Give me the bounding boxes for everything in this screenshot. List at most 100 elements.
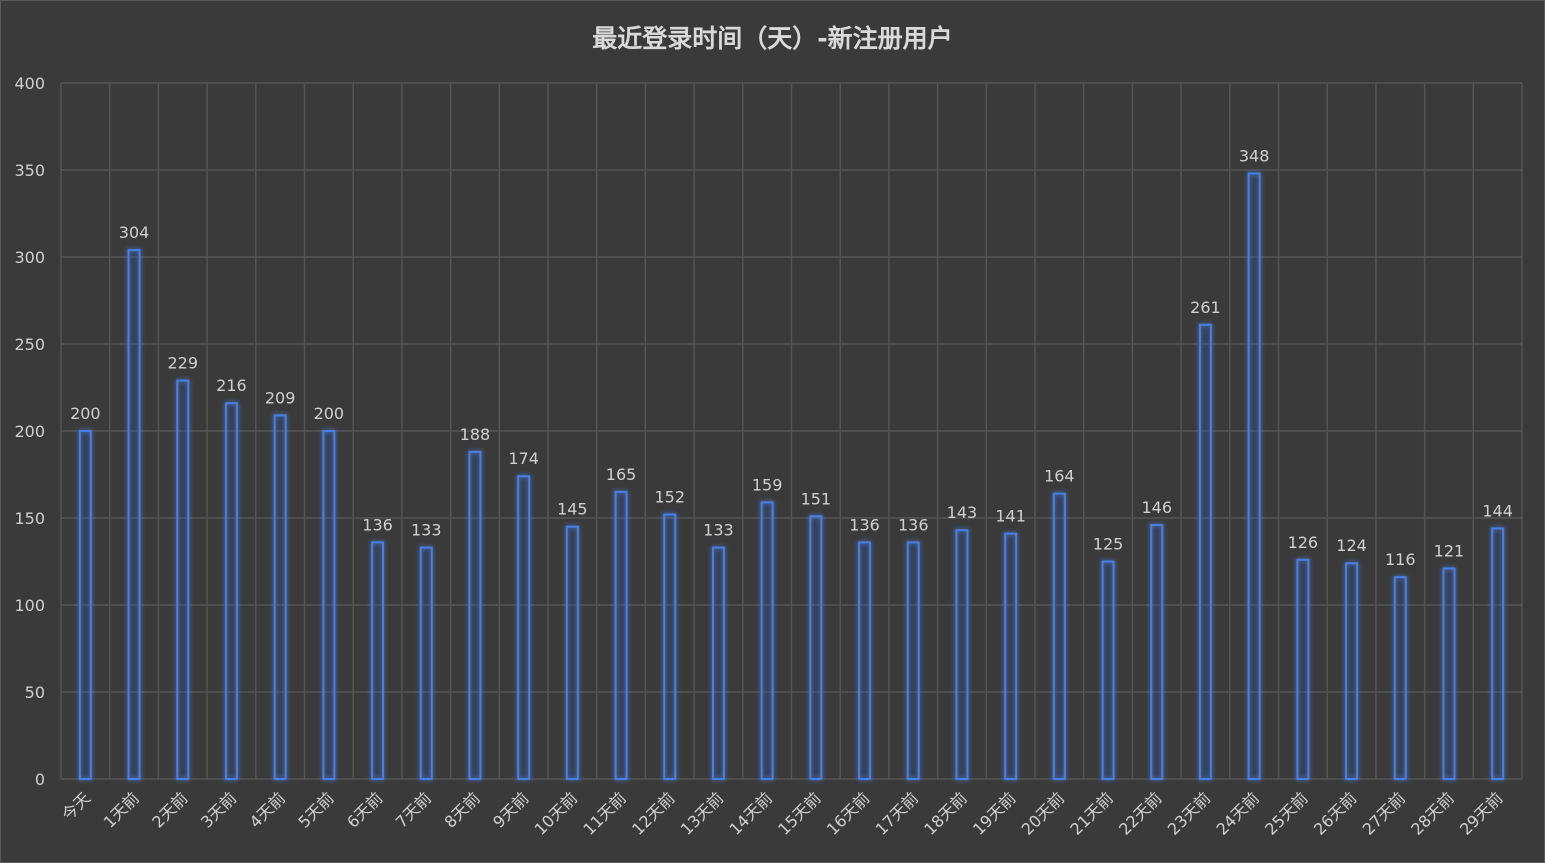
data-label: 141 [995,507,1026,526]
bar [760,501,774,780]
x-tick-label: 29天前 [1456,788,1506,838]
bar [1198,323,1212,780]
data-label: 124 [1336,536,1367,555]
x-tick-label: 3天前 [197,788,240,831]
x-tick-label: 6天前 [343,788,386,831]
x-axis-ticks: 今天 1天前 2天前 3天前 4天前 5天前 6天前 7天前 8天前 9天前10天前11天前12天… [58,788,1506,838]
x-tick-label: 18天前 [920,788,970,838]
x-tick-label: 9天前 [489,788,532,831]
data-label: 164 [1044,467,1075,486]
x-tick-label: 14天前 [726,788,776,838]
y-tick-label: 250 [14,335,45,354]
bar [1296,558,1310,781]
bar [468,450,482,780]
chart-title: 最近登录时间（天）-新注册用户 [592,24,953,53]
bar [127,249,141,781]
y-tick-label: 300 [14,248,45,267]
x-tick-label: 今天 [58,788,94,824]
bar [1052,492,1066,780]
data-label: 159 [752,475,783,494]
bar [78,430,92,780]
data-label: 152 [654,488,685,507]
bar [1247,172,1261,781]
data-label: 200 [70,404,101,423]
x-tick-label: 26天前 [1310,788,1360,838]
x-tick-label: 22天前 [1115,788,1165,838]
x-tick-label: 27天前 [1359,788,1409,838]
x-tick-label: 1天前 [100,788,143,831]
data-label: 136 [898,515,929,534]
data-label: 133 [703,521,734,540]
bar [1345,562,1359,780]
data-label: 143 [947,503,978,522]
bar [614,490,628,780]
x-tick-label: 2天前 [148,788,191,831]
data-label: 133 [411,521,442,540]
bar [176,379,190,780]
x-tick-label: 12天前 [628,788,678,838]
data-label: 174 [508,449,539,468]
bar [224,402,238,780]
data-label: 125 [1093,535,1124,554]
data-labels: 200 304 229 216 209 200 136 133 188 174 145 165 152 1… [70,146,1513,569]
y-axis-ticks: 0 50 100 150 200 250 300 350 400 [14,74,45,789]
x-tick-label: 16天前 [823,788,873,838]
x-tick-label: 7天前 [392,788,435,831]
data-label: 261 [1190,298,1221,317]
data-label: 209 [265,388,296,407]
data-label: 216 [216,376,247,395]
y-tick-label: 400 [14,74,45,93]
bar [322,430,336,780]
data-label: 200 [314,404,345,423]
bar [858,541,872,780]
bar [1004,532,1018,780]
bar [906,541,920,780]
data-label: 116 [1385,550,1416,569]
bar [371,541,385,780]
x-tick-label: 20天前 [1018,788,1068,838]
x-tick-label: 28天前 [1407,788,1457,838]
y-tick-label: 150 [14,509,45,528]
bar [663,513,677,781]
x-tick-label: 5天前 [294,788,337,831]
bar [1150,523,1164,781]
x-tick-label: 17天前 [872,788,922,838]
x-tick-label: 8天前 [441,788,484,831]
bars [78,172,1505,781]
data-label: 145 [557,500,588,519]
data-label: 146 [1141,498,1172,517]
data-label: 229 [167,354,198,373]
data-label: 165 [606,465,637,484]
x-tick-label: 24天前 [1213,788,1263,838]
data-label: 144 [1482,501,1513,520]
data-label: 304 [119,223,150,242]
data-label: 348 [1239,146,1270,165]
x-tick-label: 21天前 [1066,788,1116,838]
y-tick-label: 0 [35,770,45,789]
data-label: 151 [801,489,832,508]
bar [1393,576,1407,780]
bar [1491,527,1505,780]
grid-lines [60,82,1523,780]
x-tick-label: 13天前 [677,788,727,838]
data-label: 136 [362,515,393,534]
x-tick-label: 19天前 [969,788,1019,838]
y-tick-label: 350 [14,161,45,180]
x-tick-label: 15天前 [774,788,824,838]
x-tick-label: 23天前 [1164,788,1214,838]
x-tick-label: 4天前 [246,788,289,831]
x-tick-label: 11天前 [579,788,629,838]
data-label: 126 [1288,533,1319,552]
bar [273,414,287,780]
data-label: 136 [849,515,880,534]
y-tick-label: 50 [25,683,45,702]
x-tick-label: 10天前 [531,788,581,838]
bar [809,515,823,780]
bar [1442,567,1456,781]
x-tick-label: 25天前 [1261,788,1311,838]
data-label: 188 [460,425,491,444]
bar [565,525,579,781]
bar [711,546,725,781]
